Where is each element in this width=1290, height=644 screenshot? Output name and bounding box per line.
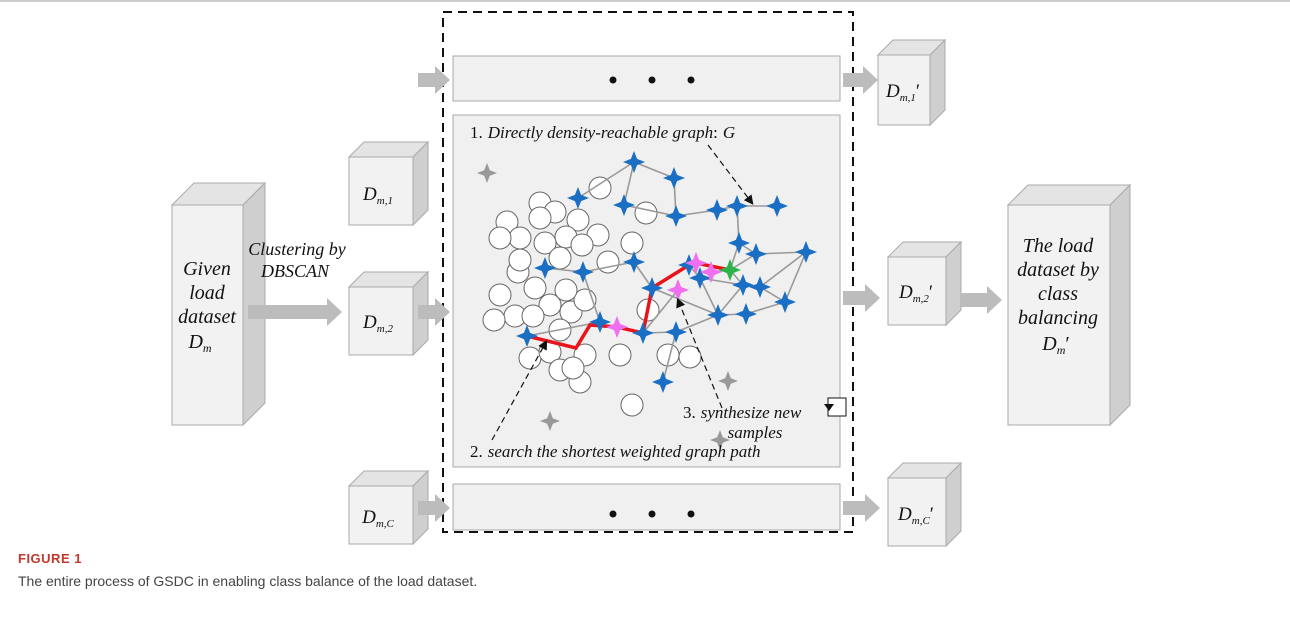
result-symbol: Dm′ bbox=[1041, 333, 1070, 357]
sample-circle bbox=[621, 232, 643, 254]
base: D bbox=[362, 184, 377, 205]
sub: m bbox=[203, 341, 212, 355]
base: D bbox=[361, 507, 376, 528]
cube-front bbox=[349, 157, 413, 225]
figure-label: FIGURE 1 bbox=[18, 551, 82, 566]
figure: Given load dataset Dm Clustering by DBSC… bbox=[0, 0, 1290, 644]
sample-circle bbox=[635, 202, 657, 224]
flow-arrow bbox=[960, 286, 1002, 314]
step2: 2. search the shortest weighted graph pat… bbox=[470, 442, 761, 461]
given-line: Given bbox=[183, 258, 231, 280]
text: Directly density-reachable graph bbox=[487, 123, 713, 142]
cube-side bbox=[243, 183, 265, 425]
sample-circle bbox=[597, 251, 619, 273]
text: search the shortest weighted graph path bbox=[488, 442, 761, 461]
sub: m,2 bbox=[913, 293, 930, 305]
base: D bbox=[187, 331, 203, 353]
sample-circle bbox=[524, 277, 546, 299]
clustering-label: Clustering by bbox=[248, 239, 346, 259]
ellipsis-dot bbox=[649, 511, 656, 518]
cube-side bbox=[413, 142, 428, 225]
flow-arrow bbox=[843, 66, 878, 94]
flow-arrow bbox=[418, 66, 450, 94]
base: D bbox=[885, 81, 900, 102]
ellipsis-dot bbox=[610, 77, 617, 84]
cube-side bbox=[946, 242, 961, 325]
sample-circle bbox=[483, 309, 505, 331]
num: 1. bbox=[470, 123, 483, 142]
sample-circle bbox=[571, 234, 593, 256]
suffix: ′ bbox=[916, 81, 920, 102]
suffix: ′ bbox=[929, 282, 933, 303]
cube-side bbox=[946, 463, 961, 546]
cube-side bbox=[930, 40, 945, 125]
sub: m,C bbox=[912, 515, 931, 527]
cube-front bbox=[349, 486, 413, 544]
sample-circle bbox=[509, 249, 531, 271]
sub: m,1 bbox=[900, 92, 916, 104]
sub: m,1 bbox=[377, 195, 393, 207]
ellipsis-dot bbox=[610, 511, 617, 518]
var: G bbox=[723, 123, 735, 142]
given-line: load bbox=[189, 282, 226, 304]
num: 3. bbox=[683, 403, 696, 422]
suffix: ′ bbox=[930, 504, 934, 525]
cube-front bbox=[888, 478, 946, 546]
step3: 3. synthesize new bbox=[683, 403, 802, 422]
suffix: ′ bbox=[1065, 333, 1069, 355]
sample-circle bbox=[609, 344, 631, 366]
sample-circle bbox=[555, 279, 577, 301]
clustering-label: DBSCAN bbox=[260, 261, 330, 281]
result-line: class bbox=[1038, 283, 1078, 305]
sample-circle bbox=[549, 247, 571, 269]
base: D bbox=[362, 312, 377, 333]
cube-side bbox=[1110, 185, 1130, 425]
top-box bbox=[453, 56, 840, 101]
base: D bbox=[897, 504, 912, 525]
num: 2. bbox=[470, 442, 483, 461]
base: D bbox=[1041, 333, 1057, 355]
cube-front bbox=[349, 287, 413, 355]
result-line: dataset by bbox=[1017, 259, 1099, 281]
ellipsis-dot bbox=[649, 77, 656, 84]
sample-circle bbox=[522, 305, 544, 327]
ellipsis-dot bbox=[688, 77, 695, 84]
cube-top bbox=[1008, 185, 1130, 205]
bottom-box bbox=[453, 484, 840, 530]
result-line: The load bbox=[1023, 235, 1095, 257]
sample-circle bbox=[489, 284, 511, 306]
sample-circle bbox=[509, 227, 531, 249]
result-line: balancing bbox=[1018, 307, 1098, 329]
base: D bbox=[898, 282, 913, 303]
sample-circle bbox=[489, 227, 511, 249]
sub: m,2 bbox=[377, 323, 394, 335]
text: synthesize new bbox=[701, 403, 802, 422]
sample-circle bbox=[621, 394, 643, 416]
cube-front bbox=[888, 257, 946, 325]
sub: m,C bbox=[376, 518, 395, 530]
flow-arrow bbox=[843, 494, 880, 522]
sample-circle bbox=[529, 207, 551, 229]
colon: : bbox=[713, 123, 718, 142]
flow-arrow bbox=[843, 284, 880, 312]
step3-line: samples bbox=[728, 423, 783, 442]
ellipsis-dot bbox=[688, 511, 695, 518]
given-line: dataset bbox=[178, 306, 236, 328]
sub: m bbox=[1057, 343, 1066, 357]
step1: 1.Directly density-reachable graph: G bbox=[470, 123, 735, 142]
figure-caption: The entire process of GSDC in enabling c… bbox=[18, 573, 477, 589]
sample-circle bbox=[562, 357, 584, 379]
